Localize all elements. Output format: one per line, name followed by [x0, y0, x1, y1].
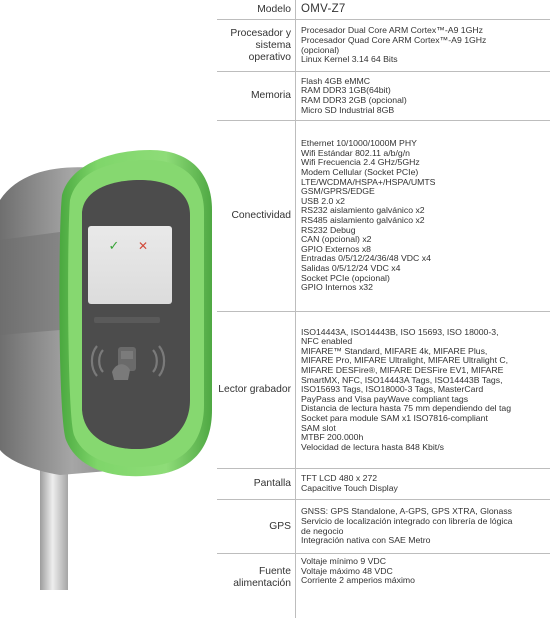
spec-label: Memoria	[217, 72, 296, 121]
spec-label: Procesador y sistema operativo	[217, 20, 296, 72]
spec-label: Lector grabador	[217, 312, 296, 469]
specifications-table: Modelo OMV-Z7 Procesador y sistema operati…	[217, 0, 550, 618]
spec-value-line: Socket para module SAM x1 ISO7816-compli…	[301, 414, 550, 424]
spec-value-line: Linux Kernel 3.14 64 Bits	[301, 55, 550, 65]
device-face	[82, 180, 190, 449]
cross-icon: ✕	[138, 239, 148, 253]
spec-value: GNSS: GPS Standalone, A-GPS, GPS XTRA, G…	[296, 500, 551, 554]
spec-label: Fuente alimentación	[217, 554, 296, 618]
spec-value-line: Capacitive Touch Display	[301, 484, 550, 494]
spec-label: Conectividad	[217, 121, 296, 312]
spec-value: ISO14443A, ISO14443B, ISO 15693, ISO 180…	[296, 312, 551, 469]
spec-label: GPS	[217, 500, 296, 554]
spec-value-line: OMV-Z7	[301, 5, 550, 15]
spec-value-line: Micro SD Industrial 8GB	[301, 106, 550, 116]
spec-value-line: Velocidad de lectura hasta 848 Kbit/s	[301, 443, 550, 453]
spec-row-modelo: Modelo OMV-Z7	[217, 0, 550, 20]
device-screen	[88, 226, 172, 304]
spec-value: OMV-Z7	[296, 0, 551, 20]
spec-value-line: GPIO Internos x32	[301, 283, 550, 293]
validator-device-illustration: ✓ ✕	[0, 0, 215, 590]
spec-value-line: Integración nativa con SAE Metro	[301, 536, 550, 546]
spec-label: Modelo	[217, 0, 296, 20]
spec-label: Pantalla	[217, 469, 296, 500]
spec-value: Procesador Dual Core ARM Cortex™-A9 1GHz…	[296, 20, 551, 72]
check-icon: ✓	[109, 239, 120, 254]
spec-value-line: Corriente 2 amperios máximo	[301, 576, 550, 586]
